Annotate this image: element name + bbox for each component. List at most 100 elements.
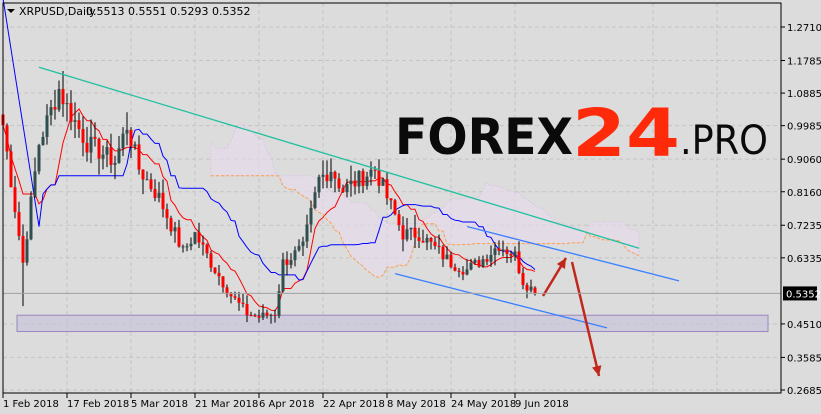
candle-body (337, 178, 341, 189)
y-tick-label: 0.3585 (787, 353, 821, 364)
candle-body (269, 314, 273, 316)
candle-body (473, 259, 477, 263)
candle-body (117, 148, 121, 163)
candle-body (369, 169, 373, 177)
candle-body (21, 236, 25, 263)
candle-body (377, 169, 381, 186)
candle-body (289, 260, 293, 265)
candle-body (197, 232, 201, 243)
x-tick-label: 6 Apr 2018 (259, 399, 314, 410)
candle-body (149, 179, 153, 190)
y-tick-label: 0.4510 (787, 320, 821, 331)
candle-body (25, 239, 29, 263)
forex24-logo: FOREX 24 .PRO (395, 95, 768, 172)
candle-body (449, 254, 453, 268)
svg-text:FOREX: FOREX (395, 108, 573, 166)
candle-body (245, 304, 249, 316)
svg-text:24: 24 (572, 95, 680, 172)
candle-body (501, 249, 505, 251)
candle-body (397, 214, 401, 226)
candle-body (97, 138, 101, 159)
x-tick-label: 21 Mar 2018 (195, 399, 258, 410)
candle-body (161, 192, 165, 210)
candle-body (381, 179, 385, 186)
candle-body (277, 291, 281, 316)
candle-body (173, 227, 177, 232)
y-tick-label: 0.9060 (787, 155, 821, 166)
candle-body (181, 246, 185, 248)
candle-body (109, 147, 113, 165)
channel-lower-line (394, 272, 608, 329)
candle-body (205, 244, 209, 254)
plot-border (2, 2, 782, 394)
last-price-label: 0.5352 (786, 289, 821, 300)
kijun-line (2, 0, 536, 281)
y-tick-label: 1.2710 (787, 23, 821, 34)
candle-body (421, 240, 425, 243)
candle-body (533, 287, 537, 294)
candle-body (101, 154, 105, 159)
candle-body (213, 267, 217, 273)
candle-body (489, 254, 493, 262)
x-tick-label: 8 May 2018 (387, 399, 446, 410)
candle-body (145, 179, 149, 181)
candle-body (133, 144, 137, 147)
candle-body (301, 241, 305, 247)
candle-body (481, 259, 485, 267)
candle-body (65, 103, 69, 105)
x-tick-label: 9 Jun 2018 (515, 399, 569, 410)
candle-body (353, 180, 357, 187)
candle-body (81, 129, 85, 143)
candle-body (357, 171, 361, 187)
candle-body (505, 249, 509, 254)
y-tick-label: 0.9985 (787, 122, 821, 133)
candle-body (85, 142, 89, 153)
candle-body (453, 267, 457, 271)
arrow-up-head (556, 258, 566, 269)
candle-body (429, 237, 433, 242)
candle-body (529, 286, 533, 291)
candle-body (113, 162, 117, 165)
candle-body (193, 232, 197, 244)
candle-body (137, 144, 141, 170)
candle-body (437, 245, 441, 247)
grid (2, 3, 781, 393)
dropdown-arrow-icon[interactable] (7, 9, 15, 13)
candle-body (121, 133, 125, 149)
x-tick-label: 17 Feb 2018 (67, 399, 129, 410)
y-axis: 1.2710 1.1785 1.0885 0.9985 0.9060 0.8160 0.72… (781, 23, 821, 397)
candle-body (273, 314, 277, 316)
candle-body (57, 88, 61, 110)
candle-body (209, 253, 213, 268)
candle-body (441, 246, 445, 260)
candle-body (69, 103, 73, 122)
candle-body (13, 187, 17, 212)
candle-body (401, 225, 405, 240)
arrow-down-shaft (570, 261, 601, 377)
candle-body (445, 254, 449, 260)
x-tick-label: 24 May 2018 (451, 399, 516, 410)
candle-body (389, 198, 393, 201)
candle-body (393, 200, 397, 215)
candle-body (469, 262, 473, 270)
y-tick-label: 0.7235 (787, 221, 821, 232)
candle-body (41, 136, 45, 146)
support-zone (16, 314, 769, 333)
candle-body (513, 251, 517, 256)
tenkan-line (2, 108, 536, 312)
candle-body (497, 248, 501, 251)
x-axis: 1 Feb 2018 17 Feb 2018 5 Mar 2018 21 Mar 20… (2, 393, 569, 410)
candle-body (29, 196, 33, 240)
candle-body (509, 253, 513, 256)
candle-body (417, 237, 421, 241)
candle-body (457, 270, 461, 272)
candle-body (425, 237, 429, 243)
ohlc-label: 0.5513 0.5551 0.5293 0.5352 (86, 5, 250, 18)
y-tick-label: 0.6335 (787, 254, 821, 265)
candle-body (249, 315, 253, 317)
candle-body (405, 229, 409, 240)
senkou-line (211, 175, 640, 278)
candle-body (225, 287, 229, 295)
candle-body (329, 171, 333, 182)
